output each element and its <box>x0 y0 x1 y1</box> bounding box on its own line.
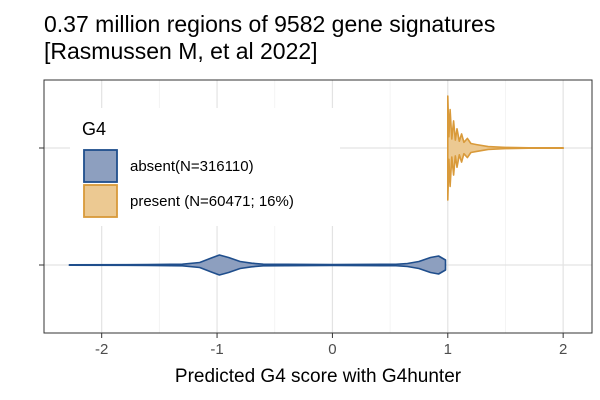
legend-label: present (N=60471; 16%) <box>130 193 294 210</box>
violin-bottom <box>68 254 447 276</box>
x-tick-label: -2 <box>95 341 108 358</box>
legend-label: absent(N=316110) <box>130 158 254 175</box>
x-tick-label: 0 <box>328 341 336 358</box>
x-tick-label: 2 <box>559 341 567 358</box>
violin-top <box>447 95 564 201</box>
legend-title: G4 <box>82 119 106 139</box>
x-tick-label: -1 <box>210 341 223 358</box>
legend-key-top <box>83 184 118 218</box>
x-tick-label: 1 <box>444 341 452 358</box>
legend-key-bottom <box>83 149 118 183</box>
panel-border <box>43 79 593 334</box>
chart-subtitle: [Rasmussen M, et al 2022] <box>44 38 318 64</box>
chart-title: 0.37 million regions of 9582 gene signat… <box>44 11 496 37</box>
x-axis-label: Predicted G4 score with G4hunter <box>174 366 462 387</box>
